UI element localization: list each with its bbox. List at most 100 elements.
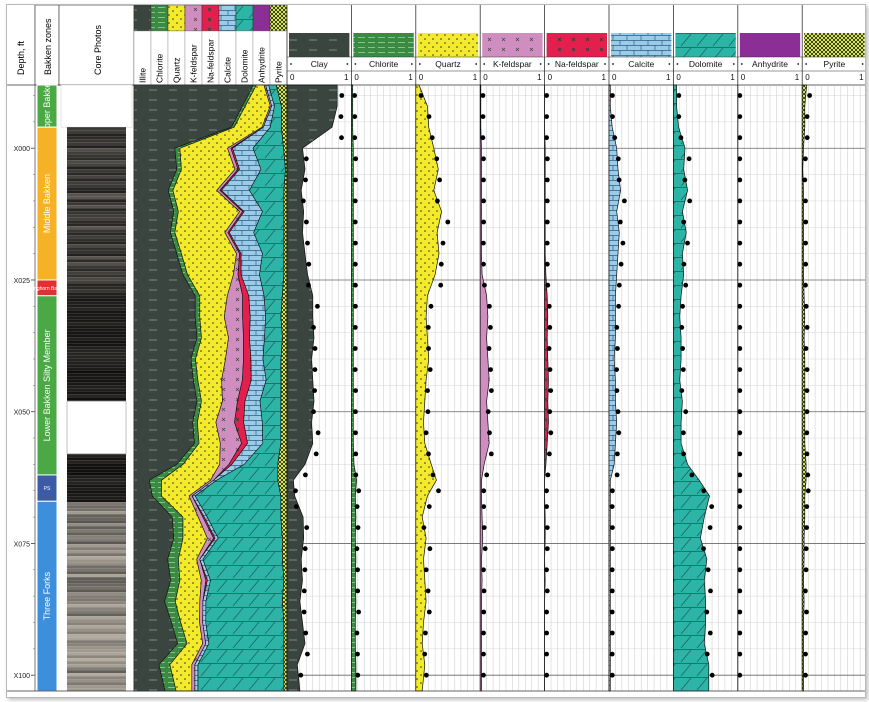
core-photo-strip	[67, 589, 126, 593]
sample-dot	[294, 504, 299, 509]
track-header-dot	[290, 63, 292, 65]
core-photo-strip	[67, 235, 126, 239]
sample-dot	[707, 630, 713, 636]
sample-dot	[681, 261, 687, 267]
sample-dot	[544, 651, 549, 657]
core-photo-strip	[67, 577, 126, 581]
sample-dot	[737, 588, 743, 594]
sample-dot	[709, 504, 715, 509]
core-photo-strip	[67, 217, 126, 221]
sample-dot	[686, 156, 692, 162]
sample-dot	[355, 651, 360, 657]
core-photo-strip	[67, 598, 126, 602]
legend-swatch	[150, 5, 169, 32]
core-photo-strip	[67, 154, 126, 158]
sample-dot	[547, 451, 552, 457]
track-scale-min: 0	[676, 73, 681, 82]
sample-dot	[804, 388, 810, 393]
core-photo-strip	[67, 232, 126, 236]
sample-dot	[544, 525, 550, 530]
legend-label: Illite	[138, 68, 148, 83]
core-photo-strip	[67, 664, 126, 668]
sample-dot	[548, 388, 554, 393]
sample-dot	[609, 504, 615, 509]
core-photo-strip	[67, 379, 126, 383]
sample-dot	[737, 219, 743, 225]
core-photo-strip	[67, 139, 126, 143]
sample-dot	[737, 651, 743, 657]
core-photo-strip	[67, 544, 126, 548]
core-photo-strip	[67, 538, 126, 542]
sample-dot	[481, 567, 486, 573]
core-photo-strip	[67, 460, 126, 464]
core-photo-strip	[67, 580, 126, 584]
track-na-feldspar	[544, 85, 609, 691]
track-header-dot	[346, 63, 349, 65]
sample-dot	[609, 651, 615, 657]
sample-dot	[737, 240, 743, 246]
track-chlorite	[351, 84, 416, 692]
sample-dot	[803, 240, 808, 246]
sample-dot	[418, 93, 424, 98]
sample-dot	[616, 282, 622, 288]
track-header-dot	[483, 63, 486, 65]
legend-label: Quartz	[172, 57, 182, 83]
sample-dot	[737, 135, 743, 141]
core-photo-strip	[67, 601, 126, 605]
core-photo-strip	[67, 595, 126, 599]
sample-dot	[487, 430, 492, 436]
track-scale-min: 0	[354, 73, 359, 82]
core-photo-strip	[67, 520, 126, 524]
core-photo-strip	[67, 244, 126, 248]
core-photo-strip	[67, 571, 126, 575]
track-name: Calcite	[628, 59, 654, 69]
core-photo-strip	[67, 295, 126, 299]
sample-dot	[803, 651, 808, 657]
legend-label: Calcite	[223, 57, 233, 83]
core-photo-strip	[67, 394, 126, 398]
sample-dot	[737, 525, 743, 530]
sample-dot	[616, 430, 622, 436]
core-photo-strip	[67, 643, 126, 647]
core-photo-strip	[67, 592, 126, 596]
sample-dot	[352, 219, 358, 225]
sample-dot	[486, 346, 492, 351]
core-photo-strip	[67, 286, 126, 290]
legend-label: Dolomite	[240, 49, 250, 83]
sample-dot	[616, 177, 622, 183]
sample-dot	[428, 303, 434, 309]
sample-dot	[804, 409, 810, 415]
sample-dot	[437, 177, 442, 183]
track-header-swatch	[353, 33, 414, 57]
track-quartz	[415, 84, 481, 692]
core-photo-strip	[67, 640, 126, 644]
core-photo-strip	[67, 655, 126, 659]
core-photo-strip	[67, 160, 126, 164]
sample-dot	[356, 609, 361, 615]
core-photo-strip	[67, 478, 126, 482]
sample-dot	[481, 177, 486, 183]
track-header-swatch	[289, 33, 350, 57]
track-curve-k-feldspar	[479, 84, 490, 692]
sample-dot	[545, 156, 550, 162]
sample-dot	[620, 240, 626, 246]
sample-dot	[804, 114, 810, 119]
sample-dot	[680, 346, 685, 351]
legend-label: Chlorite	[155, 53, 165, 83]
core-photo-strip	[67, 622, 126, 626]
track-scale-max: 1	[795, 73, 800, 82]
core-photo-strip	[67, 529, 126, 533]
sample-dot	[445, 219, 451, 225]
core-photo-strip	[67, 457, 126, 461]
sample-dot	[353, 409, 358, 415]
sample-dot	[481, 240, 486, 246]
sample-dot	[622, 198, 627, 204]
sample-dot	[481, 672, 486, 678]
core-photo-strip	[67, 265, 126, 269]
sample-dot	[352, 198, 358, 204]
sample-dot	[352, 346, 358, 351]
core-photo-strip	[67, 508, 126, 512]
track-scale-max: 1	[730, 73, 735, 82]
sample-dot	[427, 367, 433, 372]
core-photo-strip	[67, 193, 126, 197]
